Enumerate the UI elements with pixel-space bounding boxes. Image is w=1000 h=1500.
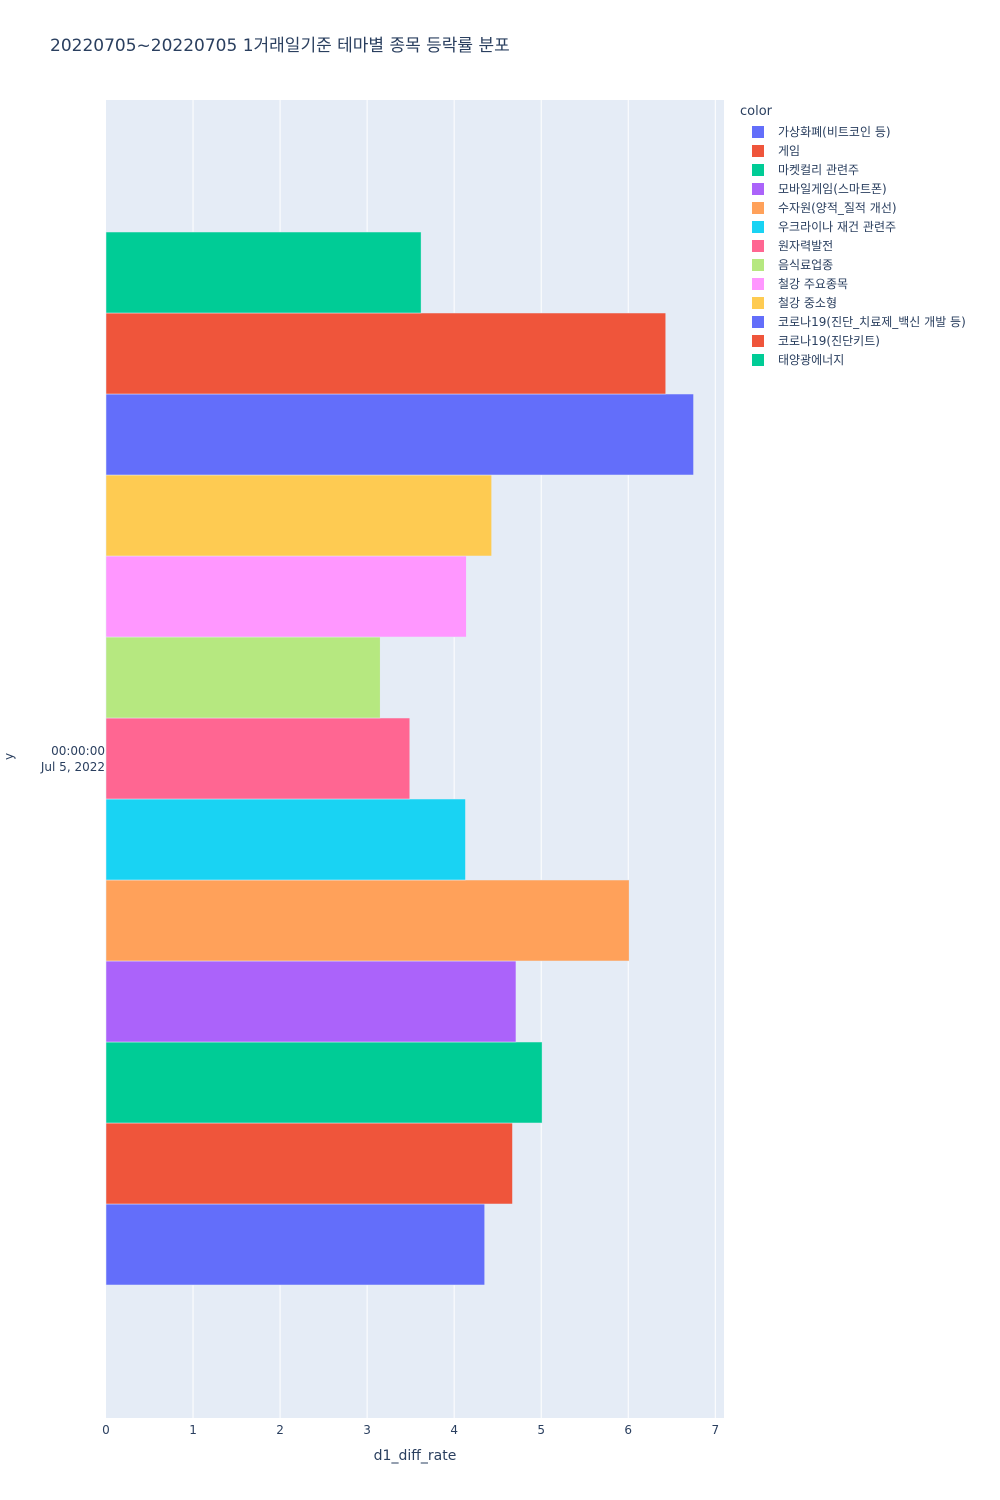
bar[interactable] — [105, 960, 517, 1043]
y-tick-time: 00:00:00 — [51, 744, 105, 758]
bar[interactable] — [105, 717, 411, 800]
legend-label: 음식료업종 — [778, 258, 834, 272]
x-tick-label: 1 — [189, 1423, 197, 1437]
bar[interactable] — [105, 879, 630, 962]
legend-swatch — [752, 239, 764, 252]
legend-swatch — [752, 220, 764, 233]
legend-item[interactable]: 철강 주요종목 — [740, 274, 966, 293]
y-tick-date: Jul 5, 2022 — [40, 760, 105, 774]
legend-swatch — [752, 182, 764, 195]
legend-label: 게임 — [778, 144, 801, 158]
legend-item[interactable]: 태양광에너지 — [740, 350, 966, 369]
legend-item[interactable]: 철강 중소형 — [740, 293, 966, 312]
legend-swatch — [752, 163, 764, 176]
legend-label: 철강 중소형 — [778, 296, 838, 310]
x-tick-label: 4 — [450, 1423, 458, 1437]
legend-item[interactable]: 원자력발전 — [740, 236, 966, 255]
legend-item[interactable]: 모바일게임(스마트폰) — [740, 179, 966, 198]
legend-item[interactable]: 코로나19(진단_치료제_백신 개발 등) — [740, 312, 966, 331]
legend-swatch — [752, 277, 764, 290]
legend-item[interactable]: 음식료업종 — [740, 255, 966, 274]
y-tick-label: 00:00:00 Jul 5, 2022 — [41, 743, 105, 775]
legend-swatch — [752, 125, 764, 138]
x-tick-label: 0 — [102, 1423, 110, 1437]
legend-item[interactable]: 수자원(양적_질적 개선) — [740, 198, 966, 217]
legend-label: 원자력발전 — [778, 239, 834, 253]
legend-swatch — [752, 144, 764, 157]
bar[interactable] — [105, 1122, 513, 1205]
bar[interactable] — [105, 474, 492, 557]
bar[interactable] — [105, 1041, 543, 1124]
legend-title: color — [740, 104, 773, 119]
legend-swatch — [752, 296, 764, 309]
legend-item[interactable]: 코로나19(진단키트) — [740, 331, 966, 350]
x-tick-label: 2 — [276, 1423, 284, 1437]
x-axis-label: d1_diff_rate — [373, 1448, 457, 1464]
legend-swatch — [752, 201, 764, 214]
bar[interactable] — [105, 555, 467, 638]
legend-swatch — [752, 353, 764, 366]
y-axis-label: y — [2, 752, 16, 760]
legend-label: 태양광에너지 — [778, 353, 845, 367]
legend-label: 모바일게임(스마트폰) — [778, 182, 887, 196]
x-tick-label: 5 — [537, 1423, 545, 1437]
bar[interactable] — [105, 231, 422, 314]
legend-swatch — [752, 334, 764, 347]
legend-item[interactable]: 마켓컬리 관련주 — [740, 160, 966, 179]
bars — [105, 231, 694, 1286]
bar[interactable] — [105, 636, 381, 719]
legend-label: 철강 주요종목 — [778, 277, 849, 291]
x-tick-label: 3 — [363, 1423, 371, 1437]
x-tick-label: 6 — [624, 1423, 632, 1437]
legend-item[interactable]: 가상화폐(비트코인 등) — [740, 122, 966, 141]
bar[interactable] — [105, 1203, 485, 1286]
legend-item[interactable]: 우크라이나 재건 관련주 — [740, 217, 966, 236]
x-ticks: 0 1 2 3 4 5 6 7 — [102, 1423, 719, 1437]
legend-swatch — [752, 315, 764, 328]
x-tick-label: 7 — [711, 1423, 719, 1437]
legend-label: 코로나19(진단키트) — [778, 334, 880, 348]
chart-title: 20220705~20220705 1거래일기준 테마별 종목 등락률 분포 — [50, 36, 510, 56]
bar[interactable] — [105, 393, 694, 476]
bar[interactable] — [105, 798, 466, 881]
legend-label: 우크라이나 재건 관련주 — [778, 220, 897, 234]
legend-label: 수자원(양적_질적 개선) — [778, 201, 897, 215]
bar[interactable] — [105, 312, 666, 395]
legend-swatch — [752, 258, 764, 271]
legend-item[interactable]: 게임 — [740, 141, 966, 160]
legend-label: 마켓컬리 관련주 — [778, 163, 860, 177]
legend-label: 코로나19(진단_치료제_백신 개발 등) — [778, 315, 966, 329]
legend-label: 가상화폐(비트코인 등) — [778, 125, 891, 139]
